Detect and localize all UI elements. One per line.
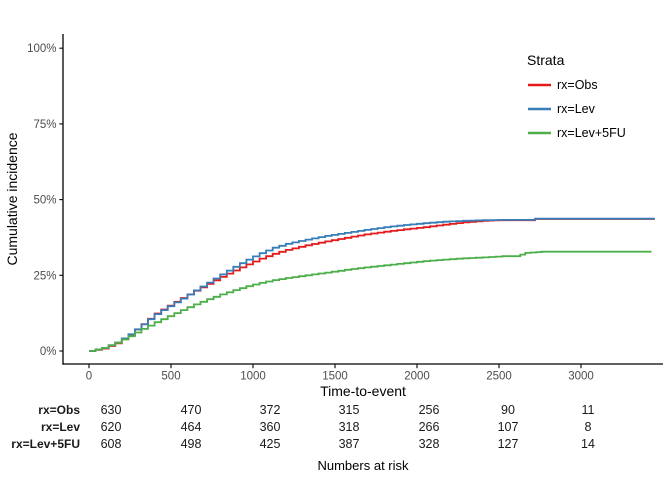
risk-count: 318 [339, 420, 360, 434]
risk-count: 328 [419, 437, 440, 451]
curve-rx-lev [89, 217, 655, 352]
risk-count: 372 [260, 403, 281, 417]
curve-rx-obs [89, 218, 655, 352]
risk-count: 464 [181, 420, 202, 434]
numbers-at-risk-table: rx=Obs 630 470 372 315 256 90 11 rx=Lev 620 464 360… [11, 403, 595, 451]
y-axis-title: Cumulative incidence [4, 132, 20, 265]
y-tick-label: 75% [33, 119, 56, 131]
legend-item-label: rx=Obs [557, 78, 598, 92]
risk-count: 256 [419, 403, 440, 417]
x-tick-label: 3000 [568, 371, 594, 383]
x-axis-title: Time-to-event [320, 383, 406, 399]
risk-count: 630 [101, 403, 122, 417]
x-tick-label: 1000 [240, 371, 266, 383]
risk-count: 14 [581, 437, 595, 451]
legend-item-rx-lev-5fu: rx=Lev+5FU [528, 126, 626, 140]
x-tick-label: 500 [161, 371, 180, 383]
legend-item-rx-lev: rx=Lev [528, 102, 596, 116]
risk-row-rx-obs: rx=Obs 630 470 372 315 256 90 11 [38, 403, 594, 417]
risk-count: 425 [260, 437, 281, 451]
risk-count: 360 [260, 420, 281, 434]
x-tick-label: 1500 [322, 371, 348, 383]
risk-table-title: Numbers at risk [317, 458, 409, 473]
risk-count: 470 [181, 403, 202, 417]
risk-count: 127 [498, 437, 519, 451]
risk-count: 315 [339, 403, 360, 417]
x-tick-label: 0 [86, 371, 92, 383]
legend-title: Strata [527, 52, 565, 68]
risk-count: 620 [101, 420, 122, 434]
risk-row-rx-lev-5fu: rx=Lev+5FU 608 498 425 387 328 127 14 [11, 437, 595, 451]
risk-count: 90 [501, 403, 515, 417]
legend-item-rx-obs: rx=Obs [528, 78, 598, 92]
risk-row-label: rx=Lev [41, 420, 80, 434]
risk-row-label: rx=Obs [38, 403, 80, 417]
y-tick-label: 25% [33, 270, 56, 282]
risk-count: 107 [498, 420, 519, 434]
risk-count: 608 [101, 437, 122, 451]
y-tick-label: 50% [33, 195, 56, 207]
legend-item-label: rx=Lev+5FU [557, 126, 626, 140]
risk-row-label: rx=Lev+5FU [11, 437, 80, 451]
legend-item-label: rx=Lev [557, 102, 596, 116]
risk-count: 8 [585, 420, 592, 434]
risk-count: 498 [181, 437, 202, 451]
risk-count: 266 [419, 420, 440, 434]
y-tick-label: 100% [27, 43, 56, 55]
axes: 0 500 1000 1500 2000 2500 3000 0% 25% 50% 75% 100% [27, 34, 663, 383]
risk-count: 387 [339, 437, 360, 451]
risk-row-rx-lev: rx=Lev 620 464 360 318 266 107 8 [41, 420, 592, 434]
strata-curves [89, 217, 655, 352]
legend: rx=Obs rx=Lev rx=Lev+5FU [528, 78, 626, 140]
y-tick-label: 0% [40, 346, 57, 358]
x-tick-label: 2500 [486, 371, 512, 383]
risk-count: 11 [582, 403, 595, 417]
curve-rx-lev-5fu [89, 250, 652, 352]
x-tick-label: 2000 [404, 371, 430, 383]
